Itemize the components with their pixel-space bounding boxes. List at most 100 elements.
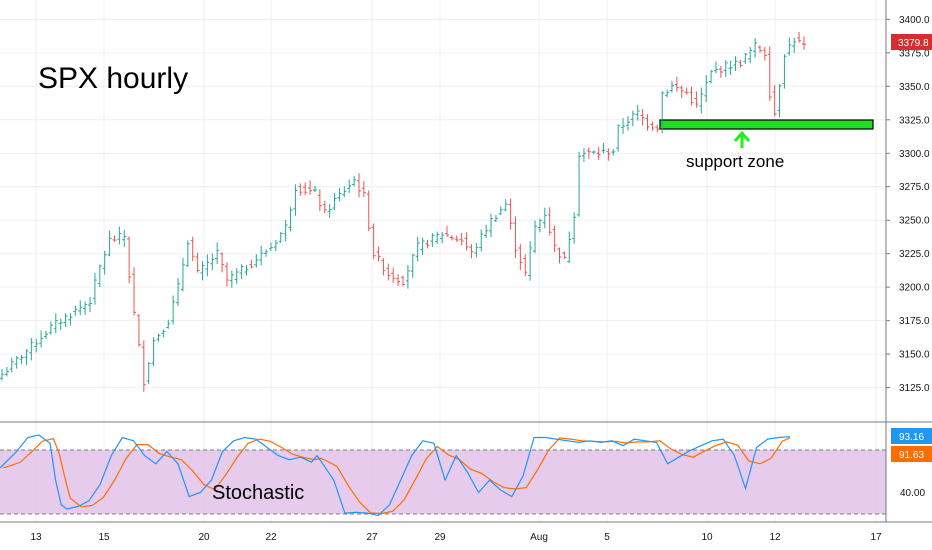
ohlc-bar <box>562 251 567 259</box>
ohlc-bar <box>347 179 352 194</box>
support-zone-box <box>659 119 874 130</box>
stochastic-lines <box>0 434 791 517</box>
ohlc-bar <box>542 207 547 229</box>
ohlc-bar <box>24 349 29 365</box>
stochastic-k-value: 93.16 <box>899 432 924 443</box>
stochastic-tick-label: 40.00 <box>900 488 925 499</box>
chart-title: SPX hourly <box>38 62 188 95</box>
price-tick-label: 3325.0 <box>899 115 930 126</box>
ohlc-bar <box>180 257 185 292</box>
ohlc-bar <box>572 212 577 244</box>
support-zone-label: support zone <box>686 152 784 171</box>
ohlc-bar <box>567 231 572 263</box>
ohlc-bar <box>220 252 225 273</box>
ohlc-bar <box>249 259 254 269</box>
ohlc-bar <box>283 219 288 242</box>
ohlc-bar <box>9 357 14 373</box>
ohlc-bar <box>29 337 34 361</box>
ohlc-bar <box>327 204 332 218</box>
ohlc-bar <box>616 124 621 152</box>
ohlc-bar <box>762 46 767 61</box>
ohlc-bar <box>533 220 538 254</box>
ohlc-bar <box>738 59 743 68</box>
ohlc-bar <box>537 218 542 233</box>
ohlc-bar <box>591 150 596 155</box>
ohlc-bar <box>410 253 415 279</box>
ohlc-bar <box>523 254 528 277</box>
ohlc-bar <box>312 185 317 193</box>
ohlc-bar <box>396 274 401 286</box>
ohlc-bar <box>151 337 156 367</box>
price-tick-label: 3250.0 <box>899 216 930 227</box>
last-price-value: 3379.8 <box>898 38 929 49</box>
ohlc-bar <box>430 233 435 248</box>
ohlc-bar <box>445 225 450 237</box>
ohlc-bar <box>185 240 190 267</box>
time-axis-ticks: 13 15 20 22 27 29 Aug 5 10 12 17 <box>30 532 882 543</box>
price-grid <box>0 0 886 522</box>
ohlc-bar <box>655 124 660 133</box>
ohlc-bar <box>190 236 195 262</box>
ohlc-bar <box>596 146 601 160</box>
ohlc-bar <box>102 250 107 275</box>
ohlc-bar <box>171 295 176 325</box>
ohlc-bar <box>14 356 19 369</box>
stochastic-k-badge: 93.16 <box>891 428 932 444</box>
ohlc-bar <box>386 263 391 281</box>
time-tick-label: 17 <box>870 532 882 543</box>
ohlc-bar <box>674 76 679 92</box>
ohlc-bar <box>777 83 782 118</box>
ohlc-bar <box>34 338 39 353</box>
stochastic-band <box>0 450 886 514</box>
ohlc-bar <box>792 37 797 53</box>
ohlc-bar <box>484 224 489 239</box>
time-tick-label: Aug <box>530 532 548 543</box>
ohlc-bar <box>205 254 210 277</box>
stochastic-d-line <box>3 437 791 515</box>
ohlc-bar <box>518 244 523 270</box>
ohlc-bar <box>782 54 787 89</box>
ohlc-bar <box>669 80 674 93</box>
ohlc-bar <box>361 181 366 197</box>
ohlc-bar <box>493 215 498 223</box>
last-price-badge: 3379.8 <box>891 34 932 50</box>
ohlc-bar <box>337 188 342 202</box>
ohlc-bar <box>308 180 313 195</box>
ohlc-bar <box>278 231 283 243</box>
ohlc-bar <box>728 60 733 76</box>
ohlc-bar <box>606 148 611 161</box>
ohlc-bar <box>19 355 24 365</box>
ohlc-bar <box>802 36 806 50</box>
ohlc-bar <box>391 267 396 283</box>
ohlc-bar <box>635 104 640 121</box>
ohlc-bar <box>665 89 670 98</box>
ohlc-bar <box>78 300 83 316</box>
ohlc-bar <box>44 330 49 339</box>
ohlc-bar <box>797 31 802 43</box>
ohlc-bar <box>352 175 357 187</box>
price-tick-label: 3400.0 <box>899 15 930 26</box>
ohlc-bar <box>757 45 762 53</box>
stochastic-label: Stochastic <box>212 482 304 504</box>
ohlc-bar <box>88 297 93 313</box>
ohlc-bar <box>224 262 229 287</box>
ohlc-bar <box>640 108 645 126</box>
ohlc-bar <box>381 258 386 276</box>
price-tick-label: 3375.0 <box>899 48 930 59</box>
ohlc-bar <box>625 116 630 131</box>
ohlc-bar <box>650 121 655 131</box>
ohlc-bar <box>630 110 635 127</box>
stochastic-d-value: 91.63 <box>899 450 924 461</box>
ohlc-bar <box>48 321 53 335</box>
ohlc-bar <box>645 114 650 131</box>
time-tick-label: 13 <box>30 532 42 543</box>
ohlc-bar <box>767 46 772 101</box>
ohlc-bar <box>166 319 171 329</box>
ohlc-bar <box>601 142 606 154</box>
ohlc-bar <box>156 333 161 342</box>
ohlc-bar <box>254 254 259 268</box>
ohlc-bar <box>268 242 273 251</box>
ohlc-bar <box>401 275 405 287</box>
ohlc-bar <box>132 267 137 316</box>
